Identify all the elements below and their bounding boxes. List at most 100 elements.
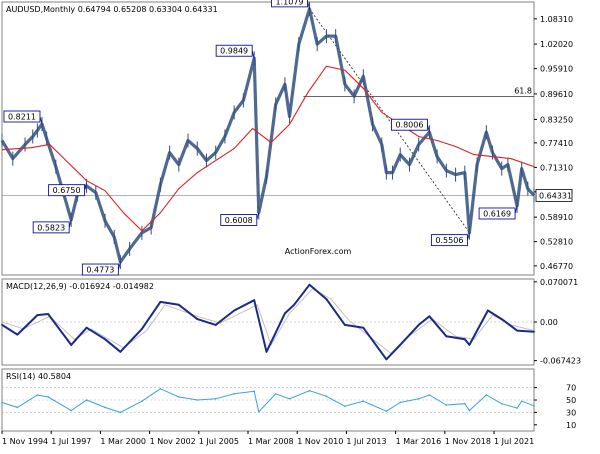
price-y-tick-label: 0.95910 bbox=[540, 65, 573, 74]
price-y-tick-label: 1.08310 bbox=[540, 15, 573, 24]
price-y-tick-label: 0.77410 bbox=[540, 139, 573, 148]
rsi-point bbox=[233, 393, 235, 395]
price-label-box bbox=[478, 207, 516, 220]
price-label-box bbox=[271, 0, 308, 8]
macd-point bbox=[141, 327, 143, 330]
macd-point bbox=[445, 335, 448, 338]
rsi-point bbox=[70, 409, 72, 412]
rsi-point bbox=[288, 397, 291, 400]
price-label-box bbox=[430, 234, 468, 247]
price-label-text: 0.5506 bbox=[435, 236, 463, 245]
rsi-point bbox=[468, 409, 471, 412]
macd-point bbox=[265, 350, 268, 353]
rsi-point bbox=[141, 400, 143, 403]
rsi-point bbox=[308, 389, 311, 392]
price-y-tick-label: 0.71310 bbox=[540, 163, 573, 172]
x-tick-label: 1 Nov 2018 bbox=[445, 437, 491, 446]
x-tick-label: 1 Mar 2016 bbox=[396, 437, 442, 446]
macd-point bbox=[47, 313, 50, 315]
rsi-point bbox=[16, 406, 19, 409]
macd-point bbox=[70, 344, 73, 346]
price-y-tick-label: 0.89610 bbox=[540, 90, 573, 99]
price-label-box bbox=[3, 110, 41, 123]
price-y-tick-label: 0.58910 bbox=[540, 213, 573, 222]
rsi-point bbox=[196, 399, 199, 401]
price-label-text: 0.6750 bbox=[53, 186, 81, 195]
macd-point bbox=[85, 326, 88, 329]
macd-point bbox=[214, 323, 217, 326]
price-title: AUDUSD,Monthly 0.64794 0.65208 0.63304 0… bbox=[6, 5, 218, 14]
price-label-text: 0.5823 bbox=[37, 223, 65, 232]
rsi-y-tick-label: 70 bbox=[566, 384, 576, 393]
macd-point bbox=[362, 326, 365, 329]
macd-point bbox=[343, 323, 346, 326]
macd-point bbox=[36, 314, 39, 317]
rsi-point bbox=[362, 400, 365, 403]
rsi-point bbox=[385, 410, 388, 412]
rsi-point bbox=[399, 401, 402, 404]
macd-point bbox=[119, 350, 122, 353]
rsi-point bbox=[257, 410, 260, 413]
price-label-text: 0.6008 bbox=[225, 216, 253, 225]
macd-point bbox=[486, 309, 489, 312]
price-label-text: 0.8006 bbox=[395, 121, 423, 130]
x-tick-label: 1 Jul 2021 bbox=[494, 437, 534, 446]
fib-level-label: 61.8 bbox=[514, 86, 532, 95]
price-label-text: 0.9849 bbox=[220, 47, 248, 56]
x-tick-label: 1 Jul 2005 bbox=[199, 437, 239, 446]
macd-point bbox=[428, 315, 431, 318]
rsi-point bbox=[533, 405, 535, 407]
rsi-y-tick-label: 30 bbox=[566, 408, 576, 417]
macd-point bbox=[500, 318, 503, 321]
rsi-point bbox=[47, 396, 49, 398]
price-label-box bbox=[390, 118, 428, 131]
macd-point bbox=[325, 298, 328, 300]
macd-point bbox=[284, 312, 286, 315]
rsi-point bbox=[178, 396, 180, 398]
price-y-tick-label: 1.02020 bbox=[540, 40, 573, 49]
price-y-tick-label: 0.52810 bbox=[540, 238, 573, 247]
macd-point bbox=[516, 329, 518, 332]
rsi-point bbox=[119, 411, 122, 414]
rsi-point bbox=[104, 406, 106, 409]
macd-point bbox=[1, 323, 3, 326]
price-label-text: 0.4773 bbox=[86, 266, 114, 275]
macd-y-tick-label: 0.070071 bbox=[540, 278, 578, 287]
price-label-text: 1.1079 bbox=[276, 0, 304, 6]
x-tick-label: 1 Nov 1994 bbox=[2, 437, 48, 446]
rsi-point bbox=[417, 397, 420, 400]
moving-average-line bbox=[1, 65, 535, 232]
macd-point bbox=[253, 299, 256, 302]
rsi-point bbox=[85, 399, 88, 401]
rsi-point bbox=[500, 402, 503, 405]
price-series-line bbox=[0, 7, 536, 264]
macd-point bbox=[468, 344, 471, 346]
rsi-title: RSI(14) 40.5804 bbox=[6, 372, 71, 381]
rsi-point bbox=[516, 407, 518, 409]
rsi-point bbox=[1, 401, 3, 404]
rsi-point bbox=[428, 394, 431, 396]
rsi-point bbox=[159, 388, 162, 390]
rsi-point bbox=[464, 402, 466, 405]
price-label-text: 0.6169 bbox=[483, 209, 511, 218]
macd-point bbox=[399, 344, 402, 346]
macd-point bbox=[385, 358, 388, 361]
rsi-point bbox=[274, 393, 277, 395]
macd-point bbox=[533, 330, 535, 333]
price-label-box bbox=[48, 184, 86, 197]
x-tick-label: 1 Nov 2010 bbox=[297, 437, 343, 446]
rsi-y-tick-label: 50 bbox=[566, 396, 576, 405]
macd-point bbox=[104, 338, 106, 341]
price-label-box bbox=[81, 263, 119, 276]
x-tick-label: 1 Mar 2000 bbox=[100, 437, 146, 446]
macd-title: MACD(12,26,9) -0.016924 -0.014982 bbox=[6, 282, 154, 291]
macd-point bbox=[417, 323, 420, 326]
price-y-tick-label: 0.83250 bbox=[540, 115, 573, 124]
price-label-box bbox=[32, 221, 70, 234]
rsi-y-tick-label: 10 bbox=[566, 421, 576, 430]
last-price-tag bbox=[535, 188, 573, 202]
x-tick-label: 1 Jul 1997 bbox=[51, 437, 91, 446]
rsi-point bbox=[253, 390, 255, 393]
